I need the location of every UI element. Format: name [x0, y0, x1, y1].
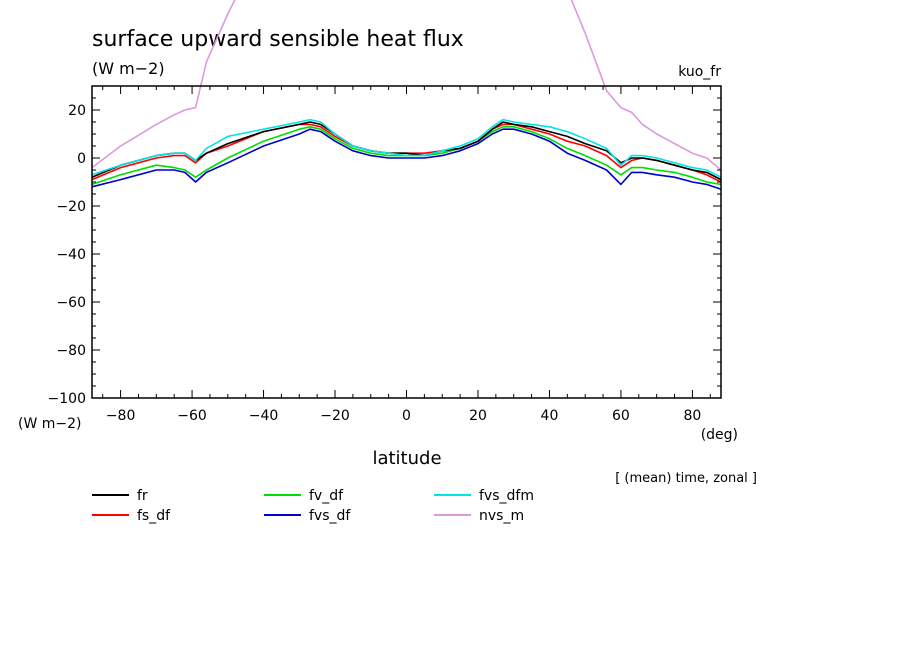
x-tick-label: −80 [106, 408, 136, 424]
y-tick-label: −100 [48, 391, 86, 407]
y-tick-label: −40 [56, 247, 86, 263]
x-tick-label: −60 [177, 408, 207, 424]
legend-label-nvs-m: nvs_m [479, 508, 524, 524]
series-line-fvs-df [91, 128, 722, 190]
y-tick-label: −20 [56, 199, 86, 215]
legend-label-fr: fr [137, 488, 148, 504]
legend-label-fvs-df: fvs_df [309, 508, 351, 524]
series-line-fvs-dfm [91, 118, 722, 178]
x-tick-label: 60 [612, 408, 630, 424]
series-line-nvs-m [91, 0, 722, 171]
plot-frame [91, 85, 722, 399]
legend-label-fs-df: fs_df [137, 508, 171, 524]
y-tick-label: −60 [56, 295, 86, 311]
chart-title: surface upward sensible heat flux [92, 27, 464, 52]
chart-subtitle: (W m−2) [92, 59, 165, 78]
run-label: kuo_fr [678, 64, 721, 80]
x-tick-label: −40 [249, 408, 279, 424]
x-tick-label: −20 [320, 408, 350, 424]
legend-label-fvs-dfm: fvs_dfm [479, 488, 534, 504]
series-layer [91, 0, 722, 190]
legend-label-fv-df: fv_df [309, 488, 344, 504]
y-tick-label: 0 [77, 151, 86, 167]
x-tick-label: 80 [683, 408, 701, 424]
x-axis-label: latitude [372, 448, 441, 469]
axis-layer: −80 −60 −40 −20 0 20 40 60 80 −100 −80 −60 −40 −20 0 20 [48, 85, 721, 424]
x-tick-label: 20 [469, 408, 487, 424]
x-axis-unit: (deg) [701, 427, 738, 443]
y-tick-label: 20 [68, 103, 86, 119]
legend: fr fs_df fv_df fvs_df fvs_dfm nvs_m [92, 488, 534, 524]
x-tick-label: 0 [402, 408, 411, 424]
x-tick-label: 40 [541, 408, 559, 424]
y-tick-label: −80 [56, 343, 86, 359]
y-axis-unit: (W m−2) [18, 416, 82, 432]
series-line-fv-df [91, 126, 722, 186]
chart-note: [ (mean) time, zonal ] [615, 471, 757, 486]
